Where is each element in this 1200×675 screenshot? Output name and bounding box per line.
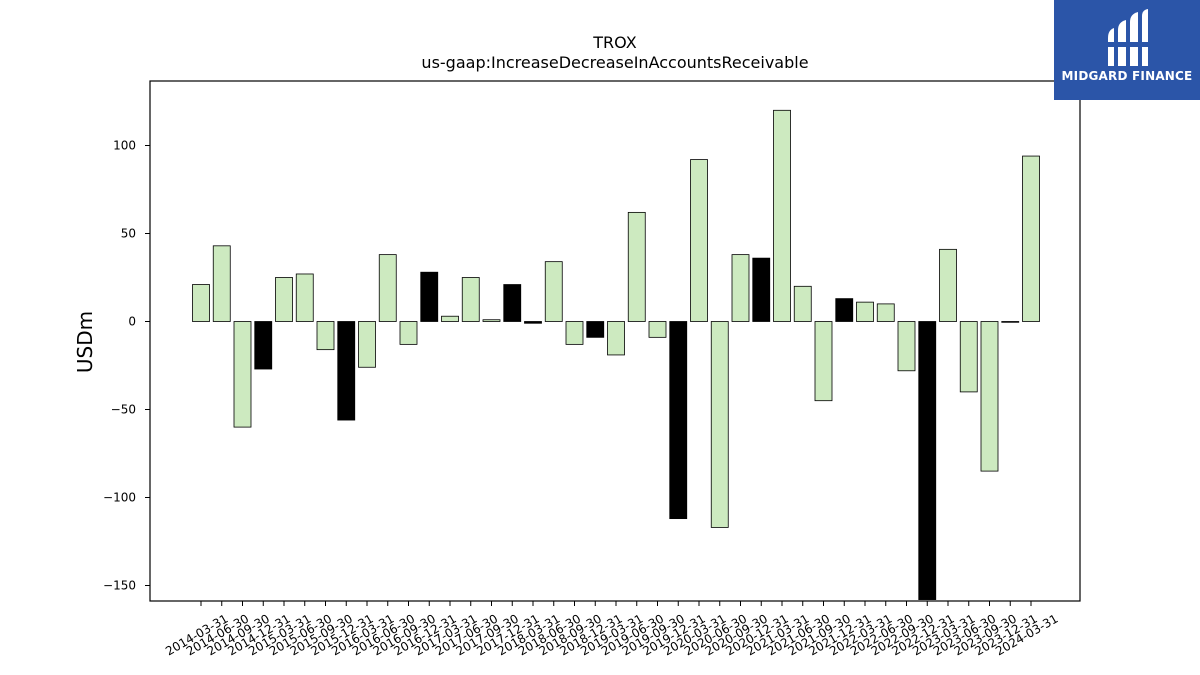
bar-2023-06-30	[959, 321, 978, 393]
y-tick-label: 50	[121, 227, 136, 241]
bar-2024-03-31	[1022, 155, 1040, 322]
bar-2018-03-31	[524, 321, 542, 324]
bar-2021-06-30	[793, 285, 812, 322]
y-tick-label: 100	[113, 139, 136, 153]
y-tick-label: 0	[128, 315, 136, 329]
bars-group	[192, 109, 1040, 600]
bar-2015-03-31	[275, 277, 293, 322]
bar-2018-06-30	[544, 261, 563, 322]
bar-2014-09-30	[233, 321, 252, 428]
bar-2022-03-31	[856, 301, 874, 322]
bar-2021-12-31	[835, 298, 854, 322]
bar-2016-12-31	[420, 271, 439, 322]
bar-2016-06-30	[378, 254, 397, 322]
bar-2023-12-31	[1001, 321, 1020, 323]
plot-frame	[149, 80, 1081, 602]
chart-subtitle: us-gaap:IncreaseDecreaseInAccountsReceiv…	[421, 53, 808, 72]
brand-logo: MIDGARD FINANCE	[1054, 0, 1200, 100]
y-tick-label: −50	[111, 403, 136, 417]
bar-2019-12-31	[669, 321, 688, 520]
logo-text: MIDGARD FINANCE	[1061, 69, 1193, 83]
bar-2014-03-31	[192, 284, 210, 322]
y-ticks-group: −150 −100 −50 0 50 100	[103, 139, 150, 593]
bar-2014-12-31	[254, 321, 273, 370]
bar-2017-03-31	[441, 315, 459, 322]
bar-2018-12-31	[586, 321, 605, 338]
bar-2016-09-30	[399, 321, 418, 345]
bar-2022-12-31	[918, 321, 937, 600]
bar-2022-09-30	[897, 321, 916, 372]
bar-2020-09-30	[731, 254, 750, 322]
bar-2023-03-31	[939, 248, 957, 322]
bar-2021-09-30	[814, 321, 833, 402]
x-ticks-group: 2014-03-312014-06-302014-09-302014-12-31…	[163, 601, 1061, 658]
bar-2023-09-30	[980, 321, 999, 472]
bar-2015-12-31	[337, 321, 356, 421]
bar-2020-12-31	[752, 257, 771, 322]
chart-title: TROX	[592, 33, 636, 52]
bar-2014-06-30	[212, 245, 231, 322]
y-tick-label: −100	[103, 491, 136, 505]
bar-2017-06-30	[461, 277, 480, 322]
bar-2017-09-30	[482, 319, 501, 322]
bar-2019-03-31	[607, 321, 625, 356]
bar-2015-06-30	[295, 273, 314, 322]
bar-2015-09-30	[316, 321, 335, 351]
y-tick-label: −150	[103, 579, 136, 593]
bar-2018-09-30	[565, 321, 584, 345]
bar-2021-03-31	[773, 109, 791, 322]
bar-2020-03-31	[690, 159, 708, 322]
bar-2019-06-30	[627, 211, 646, 322]
bar-2017-12-31	[503, 284, 522, 322]
bar-2016-03-31	[358, 321, 376, 368]
logo-mark-icon	[1106, 9, 1150, 66]
bar-2019-09-30	[648, 321, 667, 338]
bar-2020-06-30	[710, 321, 729, 528]
y-axis-label: USDm	[73, 311, 97, 373]
bar-2022-06-30	[876, 303, 895, 322]
